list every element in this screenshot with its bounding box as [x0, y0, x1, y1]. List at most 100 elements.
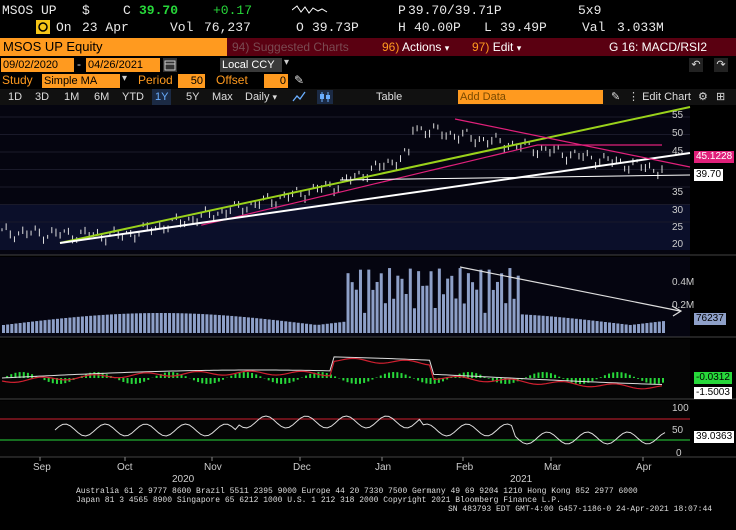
high-label: H — [398, 20, 406, 35]
trendline-white — [59, 152, 691, 244]
macd-histogram-bar — [616, 372, 619, 378]
period-input[interactable]: 50 — [178, 74, 205, 88]
macd-histogram-bar — [47, 378, 50, 382]
period-1d[interactable]: 1D — [8, 91, 23, 103]
currency-select[interactable]: Local CCY — [220, 58, 282, 72]
footer-line-3: SN 483793 EDT GMT-4:00 G457-1186-0 24-Ap… — [448, 505, 713, 514]
volume-bar — [284, 321, 288, 333]
macd-histogram-bar — [122, 378, 125, 382]
macd-histogram-bar — [14, 372, 17, 378]
volume-bar — [226, 315, 230, 333]
calendar-icon[interactable] — [163, 58, 177, 72]
macd-histogram-bar — [450, 377, 453, 378]
frequency-select[interactable]: Daily ▾ — [245, 89, 277, 105]
volume-bar — [338, 322, 342, 333]
macd-histogram-bar — [367, 378, 370, 382]
volume-bar — [242, 317, 246, 333]
macd-line — [1, 356, 663, 385]
last-label: C — [123, 3, 131, 18]
period-3d[interactable]: 3D — [35, 91, 50, 103]
volume-bar — [392, 298, 396, 333]
x-axis-month: Oct — [117, 462, 133, 473]
table-button[interactable]: Table — [376, 91, 403, 103]
rsi-axis-label: 50 — [672, 425, 684, 436]
volume-bar — [267, 319, 271, 333]
macd-histogram-bar — [566, 378, 569, 381]
macd-histogram-bar — [55, 378, 58, 384]
macd-histogram-bar — [309, 373, 312, 378]
volume-bar — [309, 324, 313, 333]
period-1m[interactable]: 1M — [64, 91, 80, 103]
macd-histogram-bar — [466, 372, 469, 378]
volume-bar — [134, 313, 138, 333]
volume-bar — [570, 318, 574, 333]
actions-menu[interactable]: 96) Actions ▾ — [382, 38, 449, 56]
macd-histogram-bar — [292, 378, 295, 382]
frequency-label: Daily — [245, 91, 270, 103]
period-6m[interactable]: 6M — [94, 91, 110, 103]
undo-icon[interactable]: ↶ — [689, 58, 703, 72]
volume-bar — [628, 324, 632, 333]
pencil-icon[interactable]: ✎ — [611, 91, 621, 103]
end-date-input[interactable]: 04/26/2021 — [86, 58, 160, 72]
period-1y[interactable]: 1Y — [152, 89, 172, 105]
alert-icon[interactable] — [36, 20, 50, 34]
macd-histogram-bar — [392, 372, 395, 378]
footer-line-1: Australia 61 2 9777 8600 Brazil 5511 239… — [76, 487, 638, 496]
signal-line — [1, 357, 663, 390]
chart-canvas[interactable] — [0, 105, 736, 466]
line-chart-icon[interactable] — [292, 90, 306, 104]
study-select[interactable]: Simple MA — [42, 74, 120, 88]
x-axis-month: Jan — [375, 462, 392, 473]
edit-number: 97) — [472, 40, 490, 54]
volume-bar — [184, 313, 188, 333]
chevron-down-icon[interactable]: ▾ — [284, 57, 290, 68]
period-max[interactable]: Max — [212, 91, 233, 103]
period-ytd[interactable]: YTD — [122, 91, 144, 103]
volume-bar — [217, 315, 221, 333]
pencil-icon[interactable]: ✎ — [294, 73, 305, 87]
volume-bar — [209, 314, 213, 333]
macd-histogram-bar — [358, 378, 361, 384]
macd-histogram-bar — [180, 374, 183, 378]
chevron-down-icon[interactable]: ▾ — [122, 73, 128, 84]
add-data-input[interactable]: Add Data — [458, 90, 603, 104]
rsi-panel — [0, 401, 690, 457]
volume-bar — [475, 289, 479, 333]
last-price-tag: 39.70 — [694, 169, 724, 181]
period-5y[interactable]: 5Y — [186, 91, 200, 103]
volume-bar — [632, 324, 636, 333]
volume-bar — [508, 268, 512, 333]
grid-icon[interactable]: ⊞ — [716, 91, 726, 103]
volume-bar — [433, 307, 437, 333]
volume-bar — [383, 303, 387, 333]
volume-bar — [68, 317, 72, 333]
macd-panel — [0, 339, 690, 399]
macd-histogram-bar — [259, 376, 262, 378]
suggested-charts-menu[interactable]: 94) Suggested Charts — [232, 38, 349, 56]
val-label: Val — [582, 20, 606, 35]
start-date-input[interactable]: 09/02/2020 — [1, 58, 74, 72]
macd-histogram-bar — [400, 373, 403, 378]
edit-chart-button[interactable]: ⋮ Edit Chart — [628, 89, 691, 105]
offset-input[interactable]: 0 — [264, 74, 288, 88]
volume-bar — [350, 282, 354, 333]
edit-menu[interactable]: 97) Edit ▾ — [472, 38, 521, 56]
settings-icon[interactable]: ⚙ — [698, 91, 708, 103]
chevron-down-icon: ▾ — [272, 92, 278, 102]
volume-bar — [305, 323, 309, 333]
x-axis-year: 2021 — [510, 474, 533, 485]
redo-icon[interactable]: ↷ — [714, 58, 728, 72]
macd-histogram-bar — [238, 372, 241, 378]
macd-histogram-bar — [603, 375, 606, 378]
macd-histogram-bar — [342, 378, 345, 381]
candle-chart-icon[interactable] — [317, 90, 333, 104]
volume-bar — [591, 320, 595, 333]
volume-bar — [379, 273, 383, 333]
macd-histogram-bar — [22, 372, 25, 378]
security-name[interactable]: MSOS UP Equity — [0, 38, 227, 56]
macd-histogram-bar — [425, 378, 428, 384]
footer-line-2: Japan 81 3 4565 8900 Singapore 65 6212 1… — [76, 496, 561, 505]
volume-bar — [10, 324, 14, 333]
volume-bar — [259, 318, 263, 333]
